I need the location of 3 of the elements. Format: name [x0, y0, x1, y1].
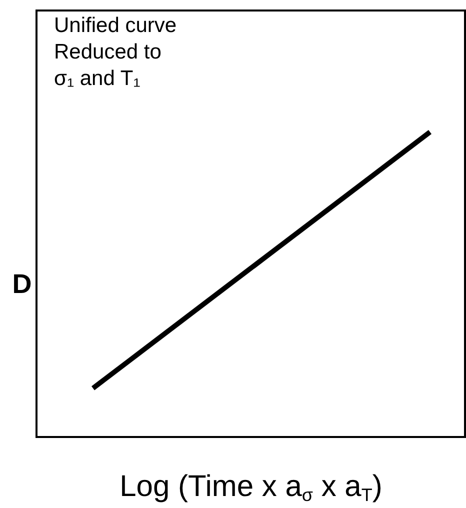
- x-axis-title: Log (Time x a$_{σ}$ x a$_{T}$): [120, 470, 382, 505]
- text: Unified curve Reduced to σ₁ and T₁: [54, 14, 177, 90]
- y-axis-title: D: [12, 269, 32, 299]
